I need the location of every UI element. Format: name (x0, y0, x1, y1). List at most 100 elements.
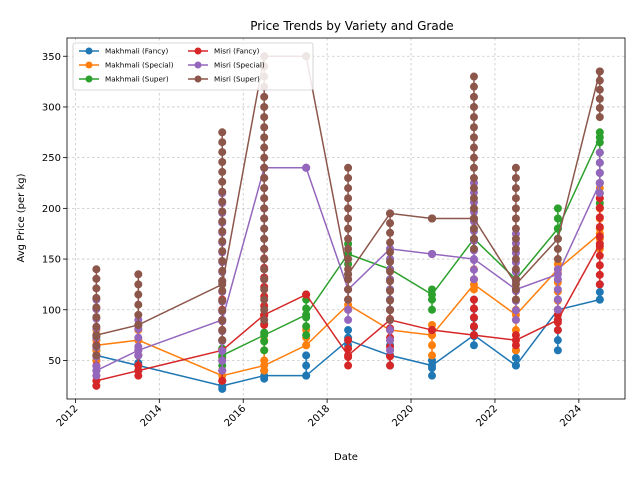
data-point (134, 290, 143, 299)
x-tick-label: 2020 (390, 403, 416, 429)
data-point (344, 184, 353, 193)
data-point (218, 356, 227, 365)
data-point (386, 267, 395, 276)
data-point (260, 234, 269, 243)
data-point (92, 341, 101, 350)
data-point (386, 219, 395, 228)
data-point (595, 67, 604, 76)
data-point (469, 304, 478, 313)
data-point (553, 295, 562, 304)
legend-swatch-marker (194, 75, 202, 83)
data-point (511, 204, 520, 213)
series-line (221, 137, 601, 357)
data-point (344, 244, 353, 253)
y-tick-label: 150 (42, 255, 61, 266)
data-point (595, 270, 604, 279)
data-point (260, 244, 269, 253)
data-point (218, 366, 227, 375)
data-point (469, 204, 478, 213)
data-point (260, 285, 269, 294)
legend-item: Makhmali (Super) (79, 75, 169, 84)
data-point (260, 194, 269, 203)
data-point (511, 234, 520, 243)
data-point (344, 285, 353, 294)
plot-frame (66, 37, 626, 400)
data-point (595, 189, 604, 198)
data-point (511, 280, 520, 289)
x-tick-label: 2012 (55, 403, 81, 429)
legend-frame (72, 42, 314, 91)
series-line (96, 55, 601, 336)
data-point (595, 203, 604, 212)
data-point (344, 214, 353, 223)
legend-item: Misri (Special) (188, 61, 265, 70)
data-point (218, 376, 227, 385)
legend-label: Makhmali (Special) (105, 61, 174, 70)
data-point (595, 133, 604, 142)
legend-label: Misri (Special) (214, 61, 265, 70)
data-point (218, 138, 227, 147)
legend-label: Misri (Super) (214, 75, 260, 84)
data-point (511, 255, 520, 264)
data-point (469, 275, 478, 284)
data-point (218, 197, 227, 206)
data-point (260, 143, 269, 152)
data-point (260, 346, 269, 355)
data-point (134, 346, 143, 355)
data-point (386, 228, 395, 237)
data-point (218, 326, 227, 335)
x-tick-label: 2018 (306, 403, 332, 429)
data-point (428, 351, 437, 360)
data-point (344, 163, 353, 172)
x-tick-label: 2024 (558, 403, 584, 429)
x-tick-label: 2014 (139, 403, 165, 429)
data-point (553, 326, 562, 335)
data-point (386, 336, 395, 345)
chart-title: Price Trends by Variety and Grade (250, 19, 453, 33)
series-line (96, 298, 601, 387)
data-point (469, 255, 478, 264)
data-point (511, 224, 520, 233)
data-point (344, 295, 353, 304)
data-point (218, 158, 227, 167)
data-point (260, 295, 269, 304)
data-point (92, 351, 101, 360)
data-point (302, 371, 311, 380)
data-point (344, 361, 353, 370)
data-point (344, 351, 353, 360)
data-point (344, 204, 353, 213)
data-point (469, 92, 478, 101)
data-point (260, 92, 269, 101)
data-point (428, 249, 437, 258)
data-point (595, 239, 604, 248)
data-point (511, 265, 520, 274)
data-point (218, 167, 227, 176)
data-point (469, 113, 478, 122)
data-point (260, 331, 269, 340)
data-point (92, 265, 101, 274)
data-point (302, 304, 311, 313)
data-point (218, 280, 227, 289)
data-point (469, 295, 478, 304)
data-point (386, 296, 395, 305)
series-line (96, 167, 601, 372)
data-point (511, 336, 520, 345)
data-point (386, 286, 395, 295)
legend-item: Misri (Super) (188, 75, 260, 84)
data-point (595, 85, 604, 94)
data-point (469, 153, 478, 162)
y-tick-label: 200 (42, 204, 61, 215)
data-point (469, 82, 478, 91)
data-point (553, 270, 562, 279)
data-point (511, 184, 520, 193)
data-point (260, 153, 269, 162)
data-point (260, 361, 269, 370)
data-point (386, 257, 395, 266)
data-point (386, 306, 395, 315)
data-point (386, 209, 395, 218)
data-point (218, 266, 227, 275)
legend-swatch-marker (194, 47, 202, 55)
data-point (218, 316, 227, 325)
legend-swatch-marker (85, 47, 93, 55)
